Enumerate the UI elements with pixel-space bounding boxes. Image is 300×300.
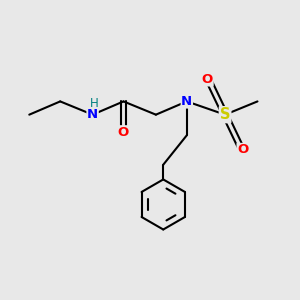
Text: S: S <box>220 107 230 122</box>
Text: H: H <box>90 97 98 110</box>
Text: N: N <box>181 95 192 108</box>
Text: O: O <box>118 126 129 139</box>
Text: O: O <box>202 73 213 86</box>
Text: N: N <box>87 108 98 121</box>
Text: O: O <box>237 143 248 157</box>
